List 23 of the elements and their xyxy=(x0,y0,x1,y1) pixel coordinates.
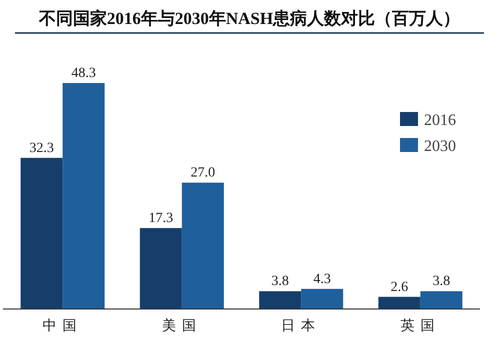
data-label: 27.0 xyxy=(190,166,216,181)
bar xyxy=(182,182,224,309)
bar xyxy=(20,158,63,309)
x-tick-label: 中国 xyxy=(42,318,83,334)
data-label: 4.3 xyxy=(313,272,331,287)
x-tick-label: 英国 xyxy=(400,318,440,334)
data-label: 17.3 xyxy=(148,211,174,226)
x-tick-label: 日本 xyxy=(281,318,322,334)
chart-title: 不同国家2016年与2030年NASH患病人数对比（百万人） xyxy=(38,9,460,28)
bar xyxy=(420,291,462,309)
bar xyxy=(259,291,302,309)
data-label: 3.8 xyxy=(271,274,289,290)
bar xyxy=(62,83,105,309)
bar xyxy=(140,228,182,309)
data-label: 32.3 xyxy=(29,140,54,156)
data-label: 3.8 xyxy=(432,274,450,290)
bar xyxy=(378,296,420,309)
data-label: 48.3 xyxy=(71,66,96,81)
legend-label: 2016 xyxy=(424,112,456,129)
bar xyxy=(301,288,344,309)
legend-label: 2030 xyxy=(424,138,456,155)
data-label: 2.6 xyxy=(390,280,408,295)
x-tick-label: 美国 xyxy=(162,318,202,334)
